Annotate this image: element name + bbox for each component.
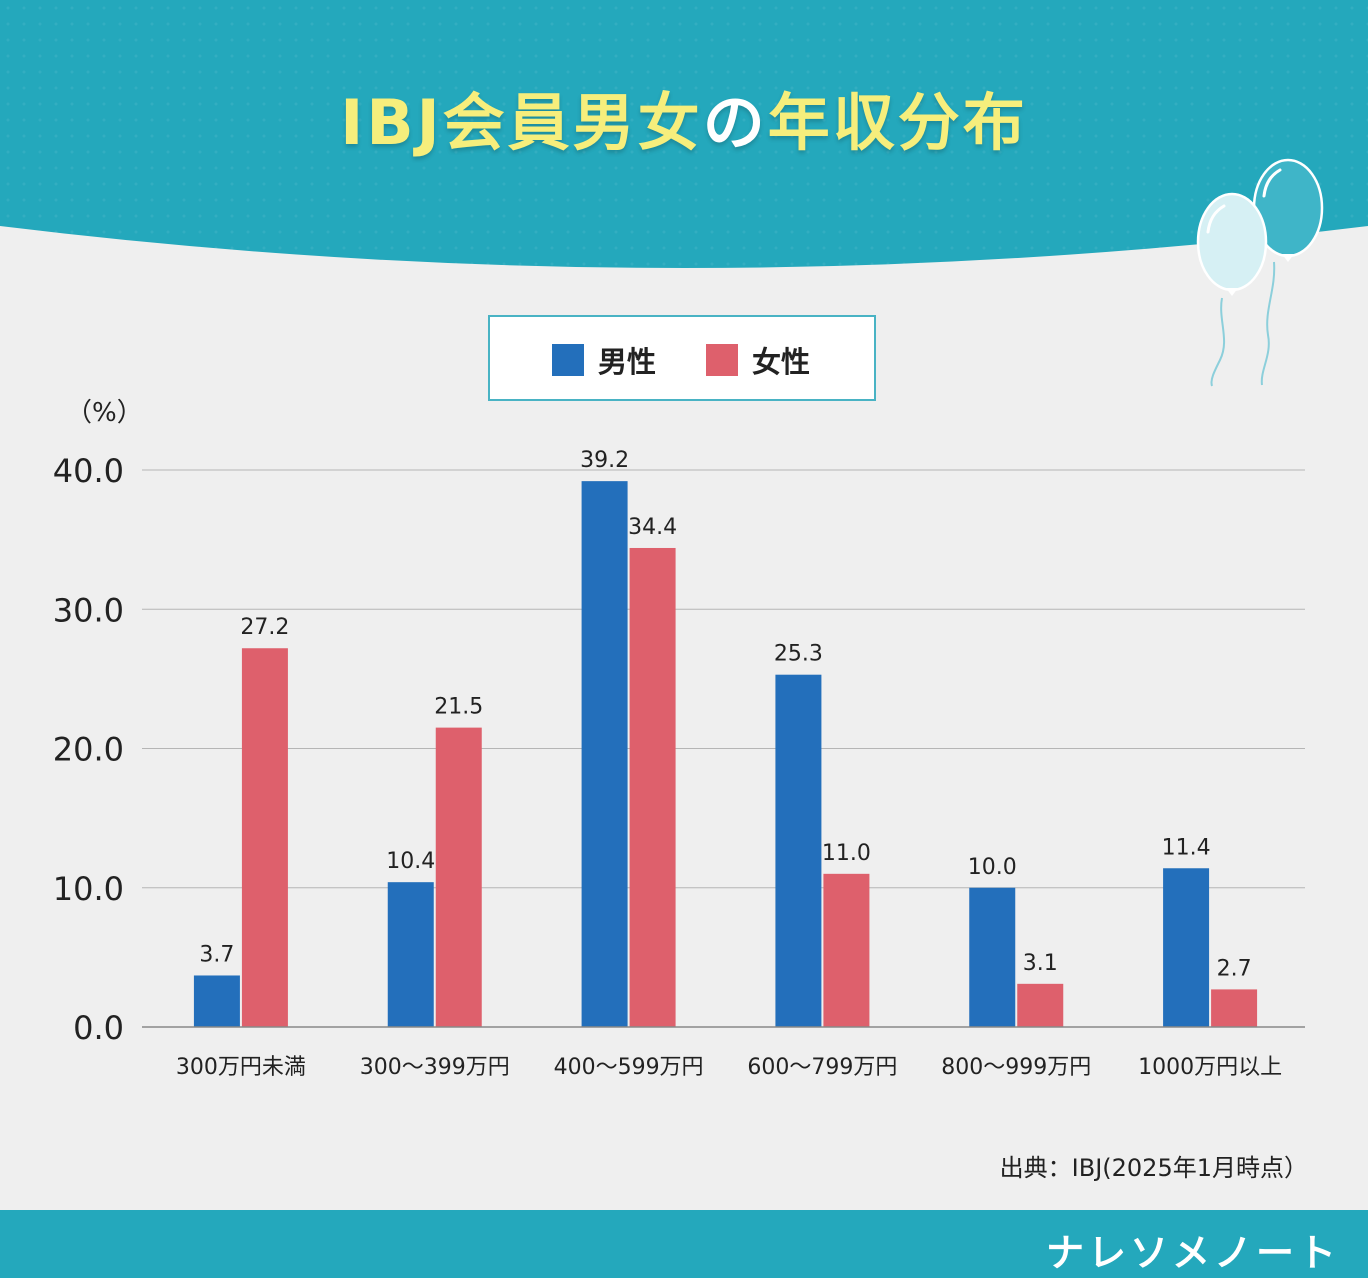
data-label-female: 2.7 (1217, 956, 1252, 981)
legend-label-female: 女性 (752, 345, 811, 379)
data-label-female: 11.0 (822, 841, 871, 866)
data-label-female: 21.5 (434, 695, 483, 720)
bar-female (1017, 983, 1064, 1027)
y-tick-label: 20.0 (53, 731, 124, 769)
x-tick-label: 1000万円以上 (1138, 1055, 1282, 1080)
data-label-male: 11.4 (1162, 835, 1211, 860)
bar-female (435, 727, 482, 1027)
x-tick-label: 800〜999万円 (941, 1055, 1091, 1080)
bar-female (1211, 989, 1258, 1027)
legend-item-female: 女性 (706, 343, 810, 379)
header-curve (0, 226, 1368, 280)
source-note: 出典：IBJ(2025年1月時点） (999, 1154, 1308, 1182)
page-title: IBJ会員男女の年収分布 (340, 86, 1028, 159)
legend-item-male: 男性 (552, 343, 656, 379)
bar-male (1163, 868, 1210, 1027)
bar-male (193, 975, 240, 1027)
bar-male (775, 674, 822, 1027)
data-label-male: 10.4 (386, 849, 435, 874)
bar-chart: 0.0 10.0 20.0 30.0 40.0 3.7 27.2 300万円未満 10.4 21.… (53, 448, 1305, 1080)
balloon-icon (1196, 158, 1324, 387)
data-label-male: 10.0 (968, 855, 1017, 880)
data-label-male: 25.3 (774, 642, 823, 667)
data-label-female: 27.2 (240, 615, 289, 640)
bar-female (241, 648, 288, 1027)
x-tick-label: 400〜599万円 (554, 1055, 704, 1080)
data-label-male: 3.7 (199, 942, 234, 967)
x-tick-label: 300万円未満 (176, 1055, 306, 1080)
bar-female (823, 873, 870, 1027)
data-label-female: 3.1 (1023, 951, 1058, 976)
legend-swatch-male (552, 344, 584, 376)
bar-female (629, 547, 676, 1027)
x-tick-label: 600〜799万円 (747, 1055, 897, 1080)
header-banner: IBJ会員男女の年収分布 (0, 0, 1368, 270)
bar-male (969, 887, 1016, 1027)
chart-legend: 男性 女性 (488, 315, 876, 401)
bar-male (581, 481, 628, 1027)
x-tick-label: 300〜399万円 (360, 1055, 510, 1080)
y-axis-unit: （%） (66, 398, 143, 428)
y-tick-label: 30.0 (53, 591, 124, 629)
data-label-female: 34.4 (628, 515, 677, 540)
legend-swatch-female (706, 344, 738, 376)
footer-bar: ナレソメノート (0, 1210, 1368, 1278)
y-tick-label: 10.0 (53, 870, 124, 908)
bar-male (387, 882, 434, 1027)
data-label-male: 39.2 (580, 448, 629, 473)
y-tick-label: 40.0 (53, 452, 124, 490)
legend-label-male: 男性 (598, 345, 657, 379)
brand-logo: ナレソメノート (1045, 1231, 1340, 1275)
y-tick-label: 0.0 (73, 1009, 124, 1047)
